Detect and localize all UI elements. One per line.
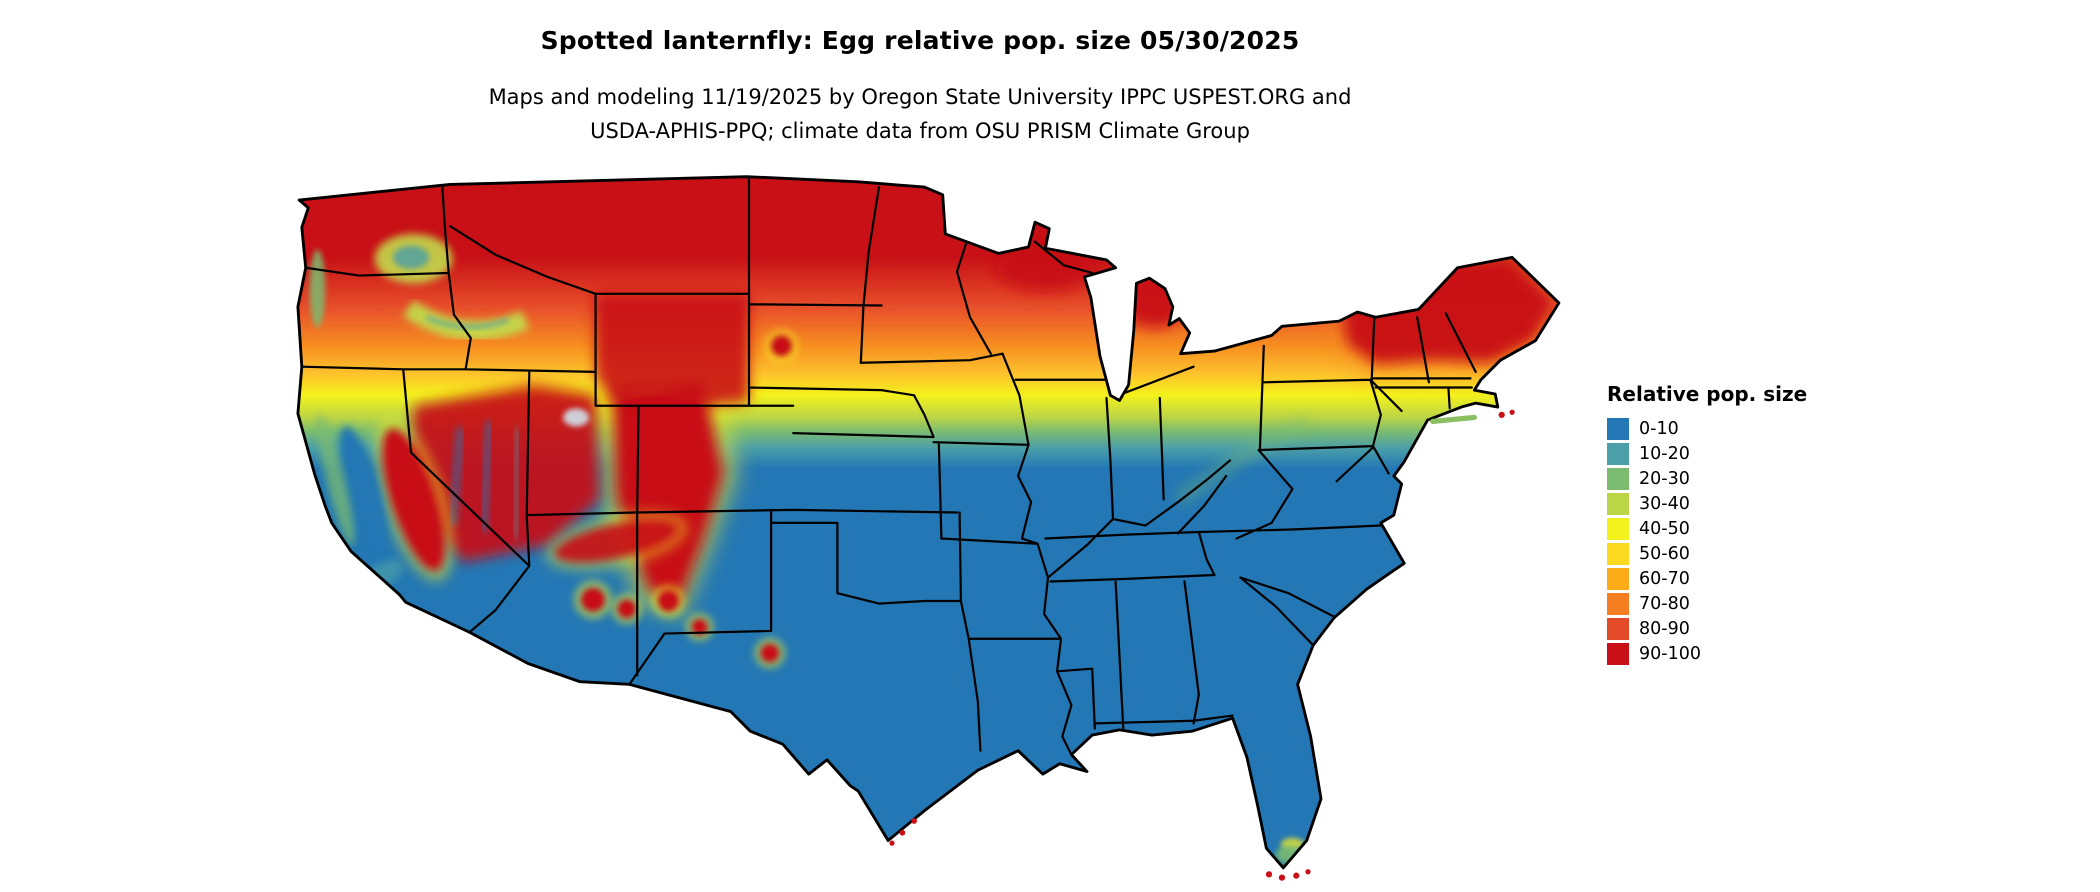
subtitle: Maps and modeling 11/19/2025 by Oregon S… xyxy=(220,80,1620,148)
legend-swatch xyxy=(1607,517,1629,540)
legend-item: 70-80 xyxy=(1607,591,1807,616)
legend-item: 10-20 xyxy=(1607,441,1807,466)
legend-title: Relative pop. size xyxy=(1607,382,1808,406)
legend-item: 30-40 xyxy=(1607,491,1807,516)
us-population-map xyxy=(296,175,1561,881)
legend-swatch xyxy=(1607,642,1629,665)
legend-label: 80-90 xyxy=(1639,618,1690,639)
legend-item: 50-60 xyxy=(1607,541,1807,566)
state-borders xyxy=(300,176,1477,756)
offshore-features xyxy=(889,409,1515,881)
legend-item: 20-30 xyxy=(1607,466,1807,491)
legend-label: 10-20 xyxy=(1639,443,1690,464)
legend-label: 30-40 xyxy=(1639,493,1690,514)
legend-item: 0-10 xyxy=(1607,416,1807,441)
subtitle-line-2: USDA-APHIS-PPQ; climate data from OSU PR… xyxy=(590,119,1250,143)
legend-items: 0-10 10-20 20-30 30-40 40-50 50-60 60-70 70-80 8… xyxy=(1607,416,1807,666)
legend-swatch xyxy=(1607,567,1629,590)
subtitle-line-1: Maps and modeling 11/19/2025 by Oregon S… xyxy=(488,85,1352,109)
legend-swatch xyxy=(1607,492,1629,515)
page-title: Spotted lanternfly: Egg relative pop. si… xyxy=(540,26,1300,55)
legend-label: 20-30 xyxy=(1639,468,1690,489)
legend-label: 60-70 xyxy=(1639,568,1690,589)
legend-label: 50-60 xyxy=(1639,543,1690,564)
legend-item: 60-70 xyxy=(1607,566,1807,591)
model-raster-surface xyxy=(297,176,1559,868)
legend-label: 40-50 xyxy=(1639,518,1690,539)
legend-item: 80-90 xyxy=(1607,616,1807,641)
legend-swatch xyxy=(1607,542,1629,565)
legend-label: 90-100 xyxy=(1639,643,1701,664)
legend-swatch xyxy=(1607,467,1629,490)
legend-label: 70-80 xyxy=(1639,593,1690,614)
legend-swatch xyxy=(1607,417,1629,440)
legend-item: 90-100 xyxy=(1607,641,1807,666)
legend: Relative pop. size 0-10 10-20 20-30 30-40 40… xyxy=(1607,382,1807,666)
legend-swatch xyxy=(1607,592,1629,615)
us-outline xyxy=(296,175,1561,870)
legend-item: 40-50 xyxy=(1607,516,1807,541)
legend-swatch xyxy=(1607,442,1629,465)
legend-swatch xyxy=(1607,617,1629,640)
legend-label: 0-10 xyxy=(1639,418,1679,439)
